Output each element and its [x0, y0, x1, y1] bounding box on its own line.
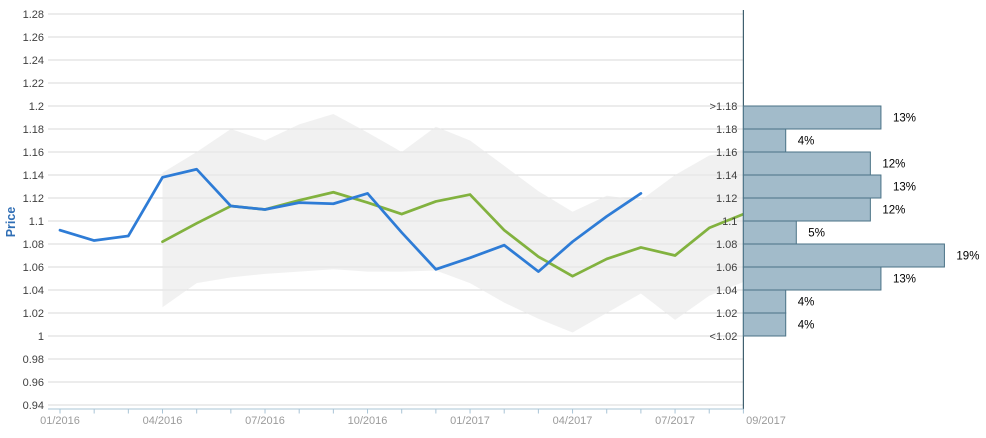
y-tick-label: 1.12	[23, 193, 44, 205]
histogram-value-label: 13%	[893, 113, 916, 125]
histogram-bar	[742, 266, 882, 291]
histogram-value-label: 4%	[798, 297, 815, 309]
histogram-bar	[742, 220, 797, 245]
x-tick-label: 01/2016	[40, 415, 80, 427]
histogram-value-label: 13%	[893, 182, 916, 194]
price-history-line	[58, 167, 643, 273]
histogram-bar	[742, 105, 882, 130]
y-tick-label: 1.28	[23, 9, 44, 21]
y-tick-label: 1	[38, 331, 44, 343]
histogram-bar	[742, 128, 787, 153]
histogram-bin-edge-label: 1.16	[716, 147, 737, 159]
y-tick-label: 1.22	[23, 78, 44, 90]
x-tick-label: 04/2016	[143, 415, 183, 427]
histogram-bin-edge-label: 1.04	[716, 285, 737, 297]
histogram-value-label: 5%	[808, 228, 825, 240]
x-tick-label: 10/2016	[348, 415, 388, 427]
x-tick-label: 07/2017	[655, 415, 695, 427]
histogram-bin-edge-labels: >1.18 1.18 1.16 1.14 1.12 1.1 1.08 1.06 1.04 1.02…	[710, 101, 738, 343]
histogram-bar	[742, 312, 787, 337]
histogram-bar	[742, 243, 945, 268]
x-tick-label: 04/2017	[553, 415, 593, 427]
x-tick-label: 09/2017	[746, 415, 786, 427]
y-tick-label: 1.08	[23, 239, 44, 251]
histogram-value-label: 4%	[798, 320, 815, 332]
histogram-bin-edge-label: >1.18	[710, 101, 738, 113]
y-tick-label: 1.16	[23, 147, 44, 159]
y-tick-label: 1.1	[29, 216, 44, 228]
y-tick-label: 0.96	[23, 377, 44, 389]
x-tick-label: 07/2016	[245, 415, 285, 427]
y-tick-label: 1.24	[23, 55, 44, 67]
histogram-bin-edge-label: 1.14	[716, 170, 737, 182]
histogram-bin-edge-label: 1.08	[716, 239, 737, 251]
histogram-value-label: 13%	[893, 274, 916, 286]
confidence-band	[162, 114, 744, 333]
histogram-bin-edge-label: 1.1	[722, 216, 737, 228]
histogram-value-label: 4%	[798, 136, 815, 148]
y-tick-label: 1.26	[23, 32, 44, 44]
histogram: 13% 4% 12% 13% 12% 5% 19% 13% 4% 4%	[742, 105, 979, 337]
y-tick-label: 1.14	[23, 170, 44, 182]
y-tick-label: 1.06	[23, 262, 44, 274]
y-tick-label: 1.2	[29, 101, 44, 113]
y-tick-label: 1.18	[23, 124, 44, 136]
histogram-bar	[742, 289, 787, 314]
y-tick-label: 1.04	[23, 285, 44, 297]
y-tick-label: 0.94	[23, 400, 44, 412]
y-tick-label: 0.98	[23, 354, 44, 366]
histogram-value-label: 12%	[882, 159, 905, 171]
histogram-value-label: 19%	[956, 251, 979, 263]
histogram-bin-edge-label: 1.06	[716, 262, 737, 274]
histogram-bin-edge-label: 1.18	[716, 124, 737, 136]
histogram-bar	[742, 174, 882, 199]
histogram-bar	[742, 197, 871, 222]
x-axis-ticks	[59, 409, 744, 414]
x-axis-tick-labels: 01/2016 04/2016 07/2016 10/2016 01/2017 04/20…	[40, 415, 786, 427]
histogram-bar	[742, 151, 871, 176]
y-tick-label: 1.02	[23, 308, 44, 320]
y-axis-tick-labels: 1.28 1.26 1.24 1.22 1.2 1.18 1.16 1.14 1.12 1.1 1.…	[23, 9, 44, 412]
histogram-bin-edge-label: 1.02	[716, 308, 737, 320]
histogram-bin-edge-label: 1.12	[716, 193, 737, 205]
histogram-bin-edge-label: <1.02	[710, 331, 738, 343]
y-axis-title: Price	[4, 206, 18, 238]
x-tick-label: 01/2017	[450, 415, 490, 427]
histogram-value-label: 12%	[882, 205, 905, 217]
